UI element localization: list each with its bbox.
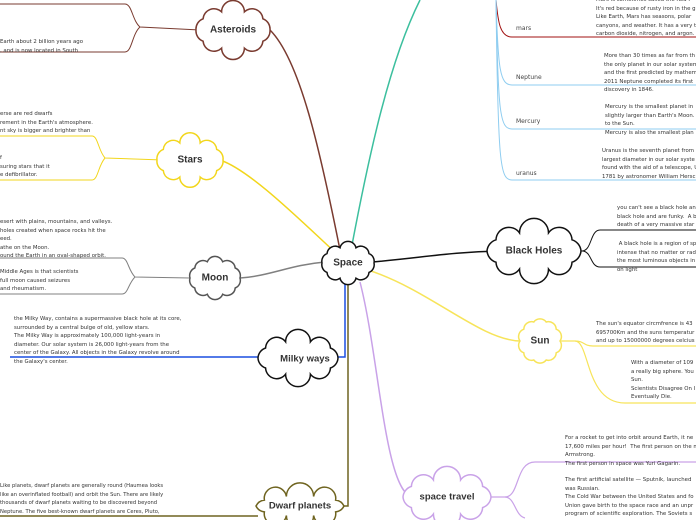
planet-branch-mercury[interactable]: Mercury (516, 118, 541, 125)
space-travel-branch-2 (504, 496, 526, 519)
stars-branch-1 (0, 135, 164, 161)
moon-note-1: esert with plains, mountains, and valley… (0, 219, 113, 260)
central-topic-space[interactable]: Space (333, 257, 363, 269)
black-holes-branch-2 (581, 250, 696, 268)
uranus-note: Uranus is the seventh planet from larges… (602, 148, 696, 180)
planet-branch-line-3 (495, 0, 696, 181)
mars-note: Mars is sometimes called the Red P It's … (596, 0, 696, 38)
stars-connector (219, 159, 339, 256)
sun-branch-2 (574, 340, 696, 404)
space-travel-connector (359, 281, 416, 498)
black-holes-note-1: you can't see a black hole an black hole… (617, 205, 696, 229)
mercury-note: Mercury is the smallest planet in slight… (605, 104, 695, 136)
stars-cloud (156, 132, 224, 188)
sun-cloud (517, 318, 563, 364)
asteroids-note: Earth about 2 billion years ago , and is… (0, 39, 83, 54)
asteroids-branch-2 (0, 26, 141, 53)
asteroids-cloud (195, 0, 271, 61)
dwarf-planets-cloud (255, 482, 345, 520)
stars-branch-2 (0, 157, 106, 181)
neptune-note: More than 30 times as far from th the on… (604, 53, 696, 94)
moon-branch-1 (0, 257, 191, 279)
topic-stars[interactable]: Stars (177, 154, 203, 166)
sun-connector (367, 269, 521, 342)
topic-milky-ways[interactable]: Milky ways (280, 353, 330, 365)
moon-note-2: Middle Ages is that scientists full moon… (0, 269, 79, 293)
dwarf-planets-note: Like planets, dwarf planets are generall… (0, 483, 164, 515)
stars-note-2: f suring stars that it e defibrillator. (0, 155, 50, 179)
central-cloud (321, 240, 375, 286)
moon-branch-2 (0, 276, 136, 295)
planets-connector (351, 0, 421, 246)
black-holes-cloud (486, 217, 582, 285)
topic-black-holes[interactable]: Black Holes (505, 245, 563, 257)
asteroids-connector (269, 29, 341, 251)
planet-branch-uranus[interactable]: uranus (516, 170, 537, 177)
topic-dwarf-planets[interactable]: Dwarf planets (268, 500, 332, 512)
space-travel-note-2: The first artificial satellite — Sputnik… (565, 477, 694, 518)
black-holes-connector (371, 250, 501, 263)
moon-cloud (188, 255, 242, 301)
stars-note-1: erse are red dwarfs rement in the Earth'… (0, 111, 93, 135)
moon-connector (239, 261, 326, 279)
planet-branch-neptune[interactable]: Neptune (516, 74, 542, 81)
topic-sun[interactable]: Sun (530, 335, 550, 347)
space-travel-cloud (402, 465, 492, 520)
sun-note-1: The sun's equator circmfrence is 43 6957… (596, 321, 695, 345)
topic-asteroids[interactable]: Asteroids (209, 24, 257, 36)
milky-ways-note: the Milky Way, contains a supermassive b… (14, 316, 182, 365)
planet-branch-mars[interactable]: mars (516, 25, 532, 32)
sun-note-2: With a diameter of 109 a really big sphe… (631, 360, 696, 401)
space-travel-note-1: For a rocket to get into orbit around Ea… (565, 435, 696, 467)
topic-space-travel[interactable]: space travel (419, 491, 475, 503)
topic-moon[interactable]: Moon (201, 272, 229, 284)
asteroids-branch-1 (0, 3, 201, 31)
milky-ways-connector (335, 280, 346, 358)
black-holes-note-2: A black hole is a region of sp intense t… (617, 241, 696, 273)
milky-ways-cloud (257, 328, 339, 388)
